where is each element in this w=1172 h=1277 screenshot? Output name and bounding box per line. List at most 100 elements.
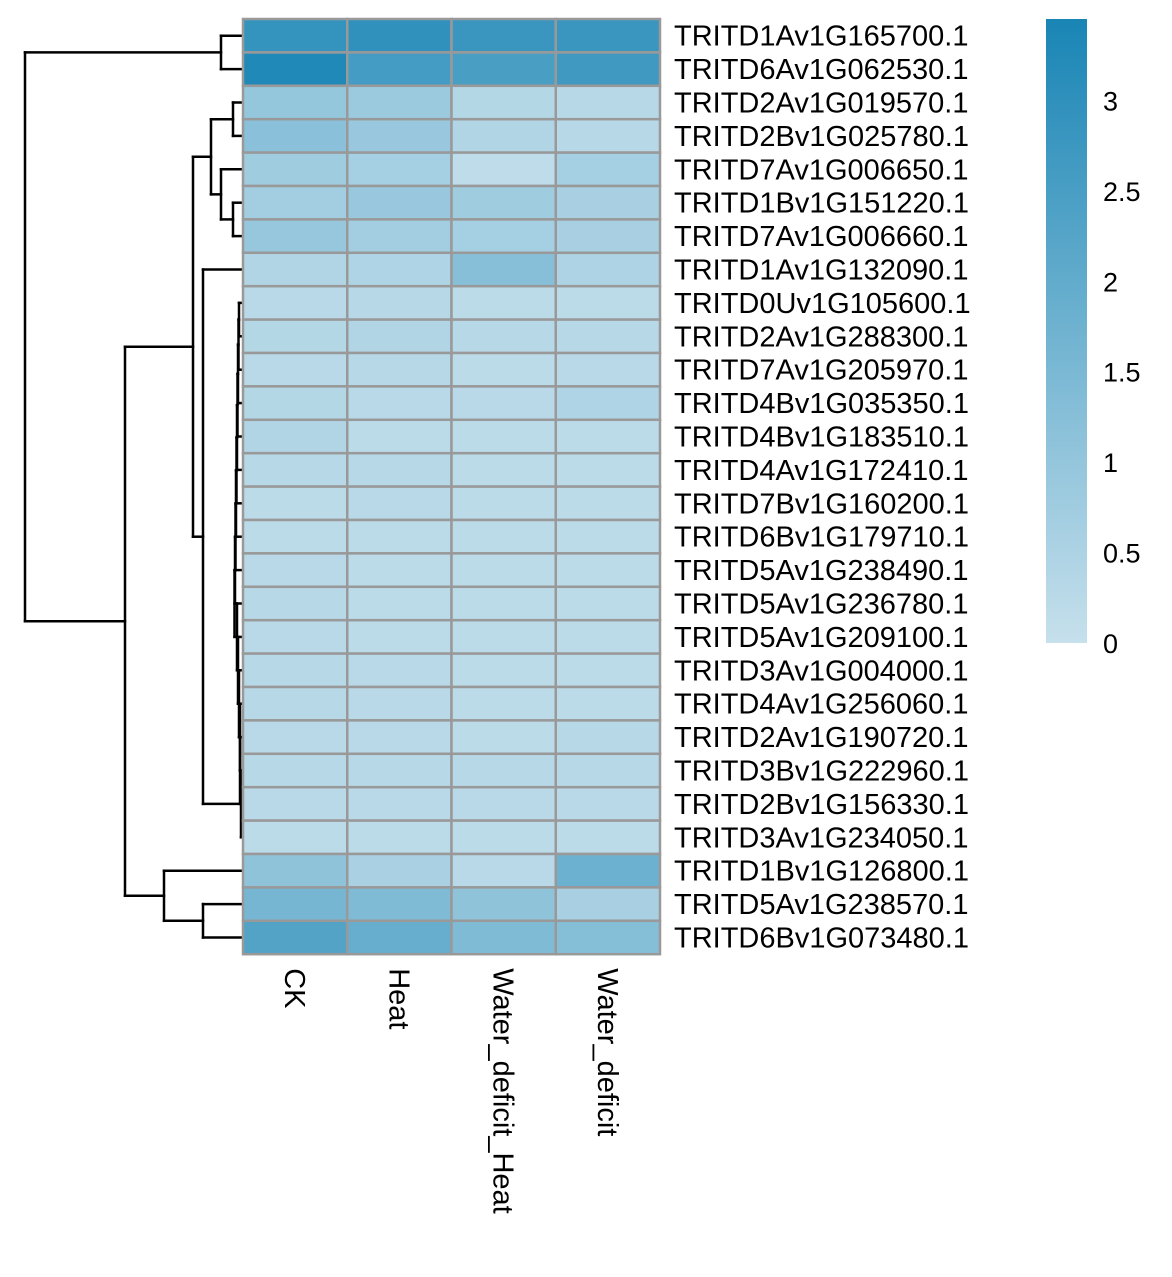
row-label: TRITD3Av1G004000.1 [674,655,968,687]
heatmap-cell [450,518,557,555]
heatmap-cell [346,819,453,856]
heatmap-cell [346,719,453,756]
heatmap-cell [241,218,349,255]
heatmap-cell [346,518,453,555]
heatmap-cell [346,385,453,422]
heatmap-cell [450,919,557,956]
row-label: TRITD4Av1G172410.1 [674,455,968,487]
heatmap-cell [450,785,557,822]
heatmap-cell [346,84,453,121]
heatmap-cell [346,552,453,589]
heatmap-cell [554,151,662,188]
heatmap-cell [554,51,662,88]
row-label: TRITD5Av1G238570.1 [674,889,968,921]
row-label: TRITD4Av1G256060.1 [674,689,968,721]
row-label: TRITD6Av1G062530.1 [674,54,968,86]
heatmap-cell [554,351,662,388]
heatmap-cell [554,485,662,522]
heatmap-cell [450,17,557,54]
heatmap-cell [346,886,453,923]
heatmap-cell [346,418,453,455]
heatmap-cell [241,652,349,689]
heatmap-cell [450,84,557,121]
heatmap-cell [241,351,349,388]
heatmap-cell [241,385,349,422]
heatmap-cell [554,652,662,689]
heatmap-cell [346,585,453,622]
heatmap-cell [554,385,662,422]
heatmap-cell [450,852,557,889]
heatmap-cell [450,719,557,756]
heatmap-cell [450,51,557,88]
heatmap-cell [346,318,453,355]
heatmap-cell [346,17,453,54]
heatmap-cell [241,184,349,221]
heatmap-cell [241,552,349,589]
heatmap-cell [554,552,662,589]
heatmap-cell [450,218,557,255]
heatmap-cell [241,852,349,889]
row-label: TRITD1Bv1G126800.1 [674,856,969,888]
heatmap-cell [450,886,557,923]
heatmap-cell [241,886,349,923]
row-label: TRITD7Av1G205970.1 [674,355,968,387]
heatmap-cell [241,318,349,355]
heatmap-cell [241,284,349,321]
heatmap-cell [450,151,557,188]
heatmap-cell [554,585,662,622]
heatmap-cell [241,485,349,522]
row-label: TRITD3Av1G234050.1 [674,822,968,854]
legend-tick-label: 2 [1103,267,1118,297]
heatmap-cell [346,151,453,188]
legend-tick-label: 0 [1103,629,1118,659]
heatmap-cell [450,318,557,355]
heatmap-cell [450,652,557,689]
heatmap-cell [450,451,557,488]
heatmap-cell [346,251,453,288]
heatmap-cell [554,886,662,923]
row-label: TRITD2Bv1G156330.1 [674,789,969,821]
heatmap-cell [450,819,557,856]
row-label: TRITD7Av1G006650.1 [674,154,968,186]
heatmap-cell [450,585,557,622]
heatmap-cell [450,485,557,522]
heatmap-cell [554,117,662,154]
heatmap-cell [554,785,662,822]
heatmap-cells [241,17,662,956]
heatmap-cell [241,51,349,88]
legend-tick-label: 1 [1103,448,1118,478]
heatmap-cell [450,251,557,288]
legend-tick-label: 0.5 [1103,539,1141,569]
heatmap-cell [450,418,557,455]
row-label: TRITD7Bv1G160200.1 [674,488,969,520]
heatmap-cell [346,785,453,822]
heatmap-cell [346,284,453,321]
legend-tick-label: 2.5 [1103,177,1141,207]
column-label: CK [278,968,310,1009]
heatmap-cell [554,17,662,54]
heatmap-cell [346,51,453,88]
row-label: TRITD0Uv1G105600.1 [674,288,971,320]
heatmap-cell [241,819,349,856]
column-label: Heat [382,968,414,1029]
row-label: TRITD2Av1G019570.1 [674,88,968,120]
heatmap-cell [241,518,349,555]
heatmap-cell [554,819,662,856]
heatmap-cell [241,418,349,455]
row-label: TRITD4Bv1G183510.1 [674,422,969,454]
heatmap-cell [241,618,349,655]
heatmap-cell [241,251,349,288]
row-label: TRITD6Bv1G179710.1 [674,522,969,554]
heatmap-cell [450,184,557,221]
heatmap-cell [450,752,557,789]
row-dendrogram [23,34,245,939]
row-label: TRITD2Av1G190720.1 [674,722,968,754]
heatmap-cell [554,451,662,488]
heatmap-cell [241,919,349,956]
column-label: Water_deficit_Heat [487,968,519,1214]
legend-tick-label: 1.5 [1103,358,1141,388]
heatmap-cell [346,218,453,255]
heatmap-cell [554,852,662,889]
legend-color-bar [1046,19,1087,643]
